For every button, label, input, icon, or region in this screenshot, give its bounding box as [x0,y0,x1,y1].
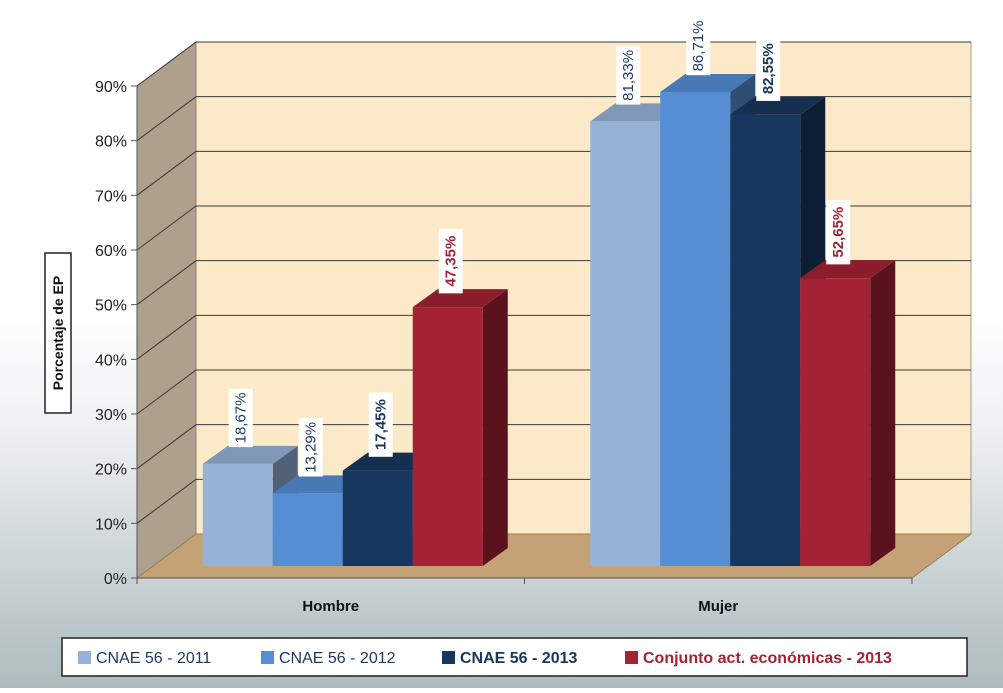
gridline-side [136,96,197,142]
y-tick-label: 20% [95,462,127,479]
bar-front [660,91,731,566]
data-labels: 18,67% 13,29% 17,45% 47,35% 81,33% 86,71% 82,5… [228,16,851,477]
data-label-box [438,228,463,294]
data-label: 81,33% [616,46,641,105]
data-label-box [298,418,323,477]
bar-front [202,463,273,566]
legend-label: Conjunto act. económicas - 2013 [643,650,892,667]
legend-swatch [261,651,274,664]
gridline-side [136,205,197,251]
y-tick-label: 0% [104,571,127,588]
legend: CNAE 56 - 2011 CNAE 56 - 2012 CNAE 56 - 20… [61,637,968,677]
gridline-side [136,41,197,87]
data-label: 18,67% [228,388,253,448]
legend-swatch [442,651,455,664]
x-category-label: Hombre [302,598,359,615]
data-label-text: 17,45% [373,399,390,450]
gridline-side [136,369,197,415]
y-axis-title-box [44,252,72,414]
data-label-text: 82,55% [760,43,777,94]
data-label-box [368,392,393,457]
data-label-box [228,388,253,448]
bar [800,260,896,566]
data-label-box [826,199,851,265]
legend-box [61,637,968,677]
data-label: 52,65% [826,199,851,265]
bar-front [412,307,483,566]
legend-swatch [78,651,91,664]
bar-front [590,121,661,567]
bar-top [660,73,756,92]
bar-front [342,470,413,566]
data-label: 82,55% [756,36,781,101]
bar-front [730,114,801,566]
legend-swatch [625,651,638,664]
data-label: 47,35% [438,228,463,294]
bar-top [730,96,826,115]
side-wall [136,41,197,579]
gridline-side [136,478,197,524]
data-label-text: 18,67% [233,392,250,443]
data-label-text: 47,35% [443,236,460,287]
gridline-side [136,150,197,196]
y-tick-label: 80% [95,134,127,151]
y-tick-label: 40% [95,352,127,369]
gridline-side [136,260,197,306]
data-label: 17,45% [368,392,393,457]
bar [412,289,508,566]
y-tick-label: 10% [95,516,127,533]
data-label: 13,29% [298,418,323,477]
y-axis-title: Porcentaje de EP [50,276,66,390]
gridline-side [136,314,197,360]
data-label-box [616,46,641,105]
y-tick-label: 70% [95,188,127,205]
legend-label: CNAE 56 - 2013 [460,650,577,667]
data-label-text: 13,29% [303,422,320,473]
bar-side [482,289,508,566]
y-tick-label: 30% [95,407,127,424]
axes: 0% 10% 20% 30% 40% 50% 60% 70% 80% 90% Hombre Mujer… [44,79,913,615]
legend-label: CNAE 56 - 2011 [96,650,211,667]
legend-label: CNAE 56 - 2012 [279,650,396,667]
gridline-side [136,424,197,470]
y-tick-label: 90% [95,79,127,96]
bar-side [870,260,896,566]
x-category-label: Mujer [698,598,738,615]
y-tick-label: 60% [95,243,127,260]
data-label-box [756,36,781,101]
bar-front [272,493,343,566]
data-label-text: 86,71% [690,21,707,72]
bar-front [800,278,871,566]
data-label-text: 52,65% [830,207,847,258]
data-label-box [686,16,711,76]
bar-top [800,260,896,279]
y-tick-label: 50% [95,298,127,315]
bars [202,73,896,567]
bar-top [412,289,508,308]
data-label-text: 81,33% [620,50,637,101]
data-label: 86,71% [686,16,711,76]
bar-top [202,445,298,464]
